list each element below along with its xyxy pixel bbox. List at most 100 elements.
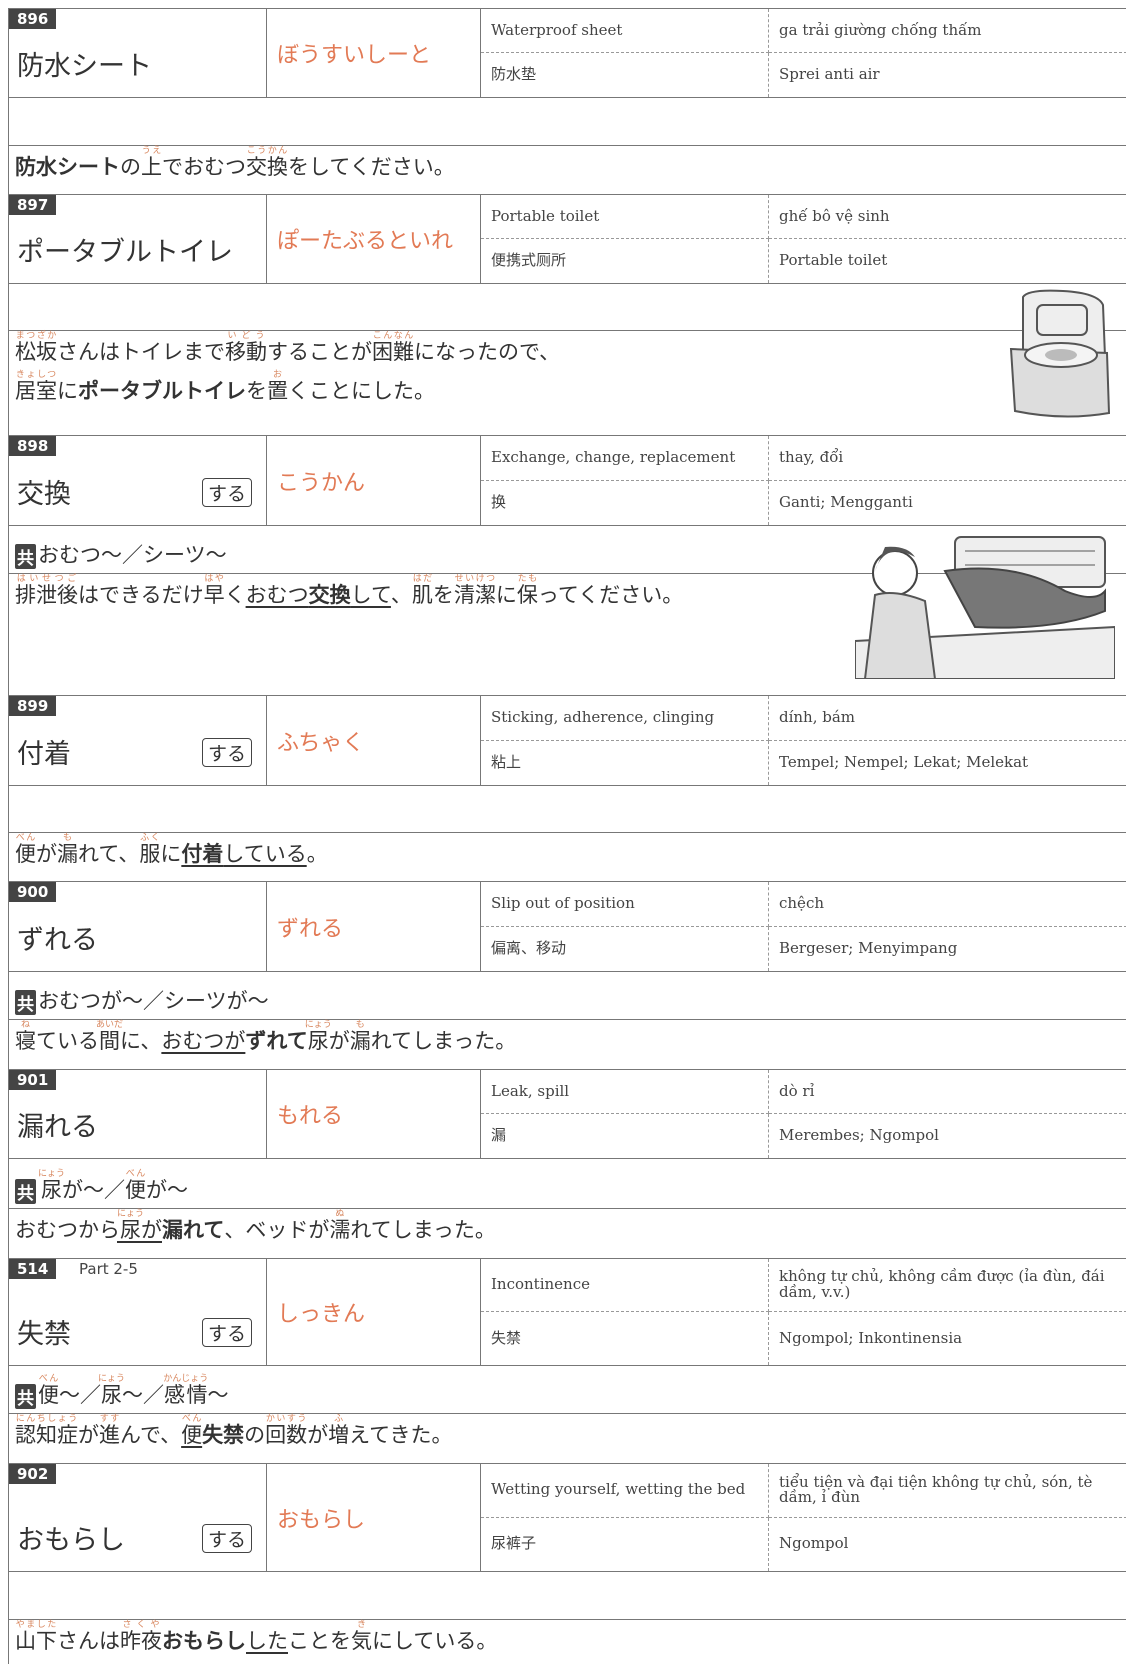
headword: おもらし bbox=[17, 1525, 125, 1556]
ruby-text: 排泄後はいせつご bbox=[15, 574, 78, 607]
furigana: かんじょう bbox=[163, 1374, 209, 1384]
entry-number: 896 bbox=[9, 9, 57, 29]
translation-en: Wetting yourself, wetting the bed bbox=[481, 1464, 769, 1518]
collocation-label: 共 bbox=[15, 1384, 36, 1409]
kanji: 尿 bbox=[117, 1218, 144, 1242]
furigana: あいだ bbox=[96, 1020, 124, 1030]
entry-number: 514 bbox=[9, 1259, 57, 1279]
translations: Portable toilet ghế bô vệ sinh 便携式厕所 Portab… bbox=[481, 195, 1126, 283]
example-line: 防水シートの上うえでおむつ交換こうかんをしてください。 bbox=[15, 146, 1126, 185]
translation-en: Incontinence bbox=[481, 1259, 769, 1312]
translations: Wetting yourself, wetting the bed tiểu ti… bbox=[481, 1464, 1126, 1571]
furigana: かいすう bbox=[265, 1414, 308, 1424]
ruby-text: 回数かいすう bbox=[265, 1414, 307, 1447]
part-ref: Part 2-5 bbox=[79, 1260, 138, 1278]
ruby-text: 肌はだ bbox=[412, 574, 433, 607]
reading: ぽーたぶるといれ bbox=[267, 195, 481, 283]
text-segment: ポータブルトイレ bbox=[78, 379, 246, 403]
translations: Leak, spill dò rỉ 漏 Merembes; Ngompol bbox=[481, 1070, 1126, 1158]
ruby-text: 進すす bbox=[99, 1414, 120, 1447]
text-segment: はできるだけ bbox=[78, 583, 204, 607]
ruby-text: 尿にょう bbox=[304, 1020, 332, 1053]
entry-table: 514 Part 2-5 失禁 する しっきん Incontinence không tự … bbox=[9, 1258, 1126, 1366]
entry-number: 898 bbox=[9, 436, 57, 456]
text-segment: 〜／ bbox=[59, 1383, 101, 1407]
ruby-text: 増ふ bbox=[328, 1414, 349, 1447]
example: 寝ねている間あいだに、おむつがずれて尿にょうが漏もれてしまった。 bbox=[9, 1020, 1126, 1069]
translation-en: Waterproof sheet bbox=[481, 9, 769, 53]
collocation: 共尿にょうが〜／便べんが〜 bbox=[9, 1159, 1126, 1209]
furigana: ね bbox=[15, 1020, 36, 1030]
furigana: にょう bbox=[98, 1374, 126, 1384]
spacer bbox=[9, 98, 1126, 146]
furigana: べん bbox=[38, 1374, 59, 1384]
text-segment: の bbox=[244, 1423, 266, 1447]
text-segment: 〜／ bbox=[122, 1383, 164, 1407]
text-segment: おむつから bbox=[15, 1218, 120, 1242]
entry: 896 防水シート ぼうすいしーと Waterproof sheet ga trải g… bbox=[9, 8, 1126, 194]
furigana: うえ bbox=[141, 146, 162, 156]
entry-number: 900 bbox=[9, 882, 57, 902]
kanji: 認知症 bbox=[15, 1423, 78, 1447]
text-segment: 、 bbox=[390, 583, 412, 607]
translation-vi: ga trải giường chống thấm bbox=[769, 9, 1126, 53]
ruby-text: 気き bbox=[351, 1620, 372, 1653]
furigana: にんちしょう bbox=[15, 1414, 78, 1424]
example-line: 認知症にんちしょうが進すすんで、便べん失禁の回数かいすうが増ふえてきた。 bbox=[15, 1414, 1126, 1453]
furigana: お bbox=[267, 370, 288, 380]
text-segment: をしてください。 bbox=[288, 155, 455, 179]
text-segment: の bbox=[120, 155, 141, 179]
entry-table: 901 漏れる もれる Leak, spill dò rỉ 漏 Merembes; Ngom… bbox=[9, 1069, 1126, 1159]
translation-vi: ghế bô vệ sinh bbox=[769, 195, 1126, 239]
text-segment: して bbox=[350, 583, 391, 607]
text-segment: が bbox=[307, 1423, 329, 1447]
kanji: 感情 bbox=[163, 1383, 209, 1407]
text-segment: した bbox=[246, 1629, 288, 1653]
translation-en: Portable toilet bbox=[481, 195, 769, 239]
entry-table: 900 ずれる ずれる Slip out of position chệch 偏离、移动 B… bbox=[9, 881, 1126, 972]
diaper-change-illustration bbox=[855, 536, 1115, 679]
example: おむつから尿にょうが漏れて、ベッドが濡ぬれてしまった。 bbox=[9, 1209, 1126, 1258]
furigana: こうかん bbox=[246, 146, 288, 156]
word-cell: 897 ポータブルトイレ bbox=[9, 195, 267, 283]
entry-number: 901 bbox=[9, 1070, 57, 1090]
kanji: 便 bbox=[181, 1423, 203, 1447]
ruby-text: 清潔せいけつ bbox=[454, 574, 496, 607]
collocation: 共便べん〜／尿にょう〜／感情かんじょう〜 bbox=[9, 1366, 1126, 1414]
kanji: 早 bbox=[203, 583, 225, 607]
furigana: ふく bbox=[139, 833, 161, 843]
word-cell: 902 おもらし する bbox=[9, 1464, 267, 1571]
reading: こうかん bbox=[267, 436, 481, 525]
collocation-text: 便べん〜／尿にょう〜／感情かんじょう〜 bbox=[38, 1374, 229, 1409]
suru-tag: する bbox=[201, 1318, 252, 1347]
kanji: 松坂 bbox=[15, 340, 57, 364]
kanji: 間 bbox=[96, 1029, 123, 1053]
word-cell: 900 ずれる bbox=[9, 882, 267, 971]
word-cell: 901 漏れる bbox=[9, 1070, 267, 1158]
text-segment: ってください。 bbox=[537, 583, 684, 607]
furigana: にょう bbox=[38, 1169, 66, 1179]
text-segment: 防水シート bbox=[15, 155, 120, 179]
entry: 902 おもらし する おもらし Wetting yourself, wetting t… bbox=[9, 1463, 1126, 1664]
headword: 付着 bbox=[17, 739, 71, 770]
kanji: 便 bbox=[38, 1383, 59, 1407]
ruby-text: 服ふく bbox=[139, 833, 160, 866]
translation-en: Sticking, adherence, clinging bbox=[481, 696, 769, 741]
translation-id: Ngompol bbox=[779, 1534, 849, 1553]
kanji: 置 bbox=[267, 379, 288, 403]
furigana: はだ bbox=[411, 574, 433, 584]
kanji: 尿 bbox=[98, 1383, 125, 1407]
example: 便べんが漏もれて、服ふくに付着している。 bbox=[9, 833, 1126, 881]
text-segment: が bbox=[36, 842, 57, 866]
example: 防水シートの上うえでおむつ交換こうかんをしてください。 bbox=[9, 146, 1126, 194]
text-segment: 交換 bbox=[308, 583, 351, 607]
text-segment: おもらし bbox=[162, 1629, 246, 1653]
toilet-illustration bbox=[1009, 289, 1111, 418]
translation-zh: 漏 bbox=[481, 1114, 769, 1158]
entry: 514 Part 2-5 失禁 する しっきん Incontinence không tự … bbox=[9, 1258, 1126, 1463]
kanji: 尿 bbox=[304, 1029, 332, 1053]
ruby-text: 尿にょう bbox=[117, 1209, 144, 1242]
collocation: 共おむつが〜／シーツが〜 bbox=[9, 972, 1126, 1020]
ruby-text: 寝ね bbox=[15, 1020, 36, 1053]
